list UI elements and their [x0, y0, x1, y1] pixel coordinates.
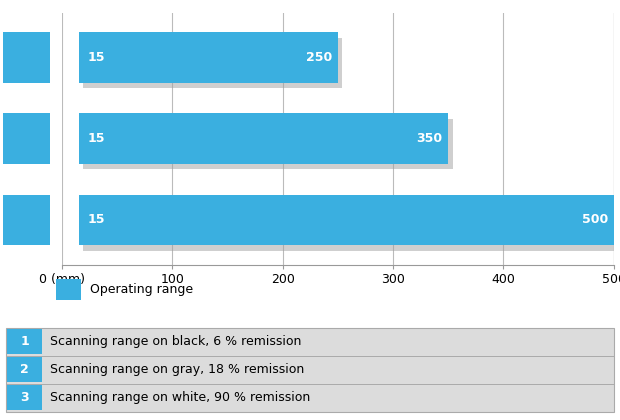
Text: 15: 15 [87, 132, 105, 145]
Text: 250: 250 [306, 51, 332, 64]
Bar [79, 113, 448, 164]
Text: Scanning range on white, 90 % remission: Scanning range on white, 90 % remission [50, 391, 310, 404]
Text: Scanning range on gray, 18 % remission: Scanning range on gray, 18 % remission [50, 363, 304, 376]
Text: 15: 15 [87, 213, 105, 226]
Bar [83, 38, 342, 88]
Text: Operating range: Operating range [90, 284, 193, 296]
Text: 350: 350 [417, 132, 443, 145]
Bar [83, 200, 618, 251]
Text: 2: 2 [21, 131, 32, 146]
Text: 3: 3 [21, 213, 32, 227]
Text: 1: 1 [21, 50, 32, 65]
Text: 2: 2 [20, 363, 29, 376]
Text: 15: 15 [87, 51, 105, 64]
Text: 1: 1 [20, 335, 29, 348]
Text: 3: 3 [20, 391, 29, 404]
Text: Scanning range on black, 6 % remission: Scanning range on black, 6 % remission [50, 335, 301, 348]
Bar [83, 119, 453, 170]
Bar [79, 195, 614, 245]
Text: 500: 500 [582, 213, 608, 226]
Bar [79, 32, 338, 82]
